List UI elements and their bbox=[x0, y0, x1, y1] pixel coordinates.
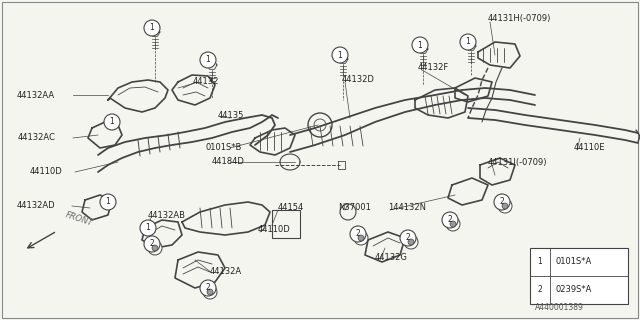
Text: 1: 1 bbox=[150, 23, 154, 33]
Text: 44131I(-0709): 44131I(-0709) bbox=[488, 157, 547, 166]
Circle shape bbox=[152, 245, 158, 251]
Text: FRONT: FRONT bbox=[64, 211, 94, 228]
Circle shape bbox=[442, 212, 458, 228]
Circle shape bbox=[354, 231, 368, 245]
Text: 44132AC: 44132AC bbox=[17, 133, 55, 142]
Text: 2: 2 bbox=[205, 284, 211, 292]
Circle shape bbox=[203, 285, 217, 299]
Text: 1: 1 bbox=[466, 37, 470, 46]
Text: 2: 2 bbox=[500, 197, 504, 206]
Text: 0239S*A: 0239S*A bbox=[556, 285, 593, 294]
Circle shape bbox=[200, 280, 216, 296]
Circle shape bbox=[332, 47, 348, 63]
Text: 44132AA: 44132AA bbox=[17, 91, 55, 100]
Circle shape bbox=[400, 230, 416, 246]
Circle shape bbox=[446, 217, 460, 231]
Text: 44110D: 44110D bbox=[29, 167, 62, 177]
Text: 44110D: 44110D bbox=[258, 226, 291, 235]
Text: 44132G: 44132G bbox=[375, 253, 408, 262]
Circle shape bbox=[148, 241, 162, 255]
Text: 2: 2 bbox=[150, 239, 154, 249]
Circle shape bbox=[144, 236, 160, 252]
Circle shape bbox=[350, 226, 366, 242]
Circle shape bbox=[144, 20, 160, 36]
Text: 44110E: 44110E bbox=[574, 143, 605, 153]
Text: 44132A: 44132A bbox=[210, 268, 242, 276]
Circle shape bbox=[207, 289, 213, 295]
Circle shape bbox=[200, 52, 216, 68]
Text: 2: 2 bbox=[356, 229, 360, 238]
Text: 2: 2 bbox=[447, 215, 452, 225]
Circle shape bbox=[502, 203, 508, 209]
Circle shape bbox=[534, 284, 546, 296]
Circle shape bbox=[498, 199, 512, 213]
Text: 44132AD: 44132AD bbox=[17, 202, 55, 211]
Circle shape bbox=[450, 221, 456, 227]
Text: 1: 1 bbox=[205, 55, 211, 65]
Circle shape bbox=[534, 256, 546, 268]
Circle shape bbox=[100, 194, 116, 210]
Circle shape bbox=[412, 37, 428, 53]
Text: 44184D: 44184D bbox=[212, 157, 245, 166]
Text: 44131H(-0709): 44131H(-0709) bbox=[488, 13, 552, 22]
Text: 44132D: 44132D bbox=[342, 76, 375, 84]
Text: 0101S*A: 0101S*A bbox=[556, 258, 592, 267]
Circle shape bbox=[460, 34, 476, 50]
Text: N37001: N37001 bbox=[338, 204, 371, 212]
Text: 44154: 44154 bbox=[278, 204, 304, 212]
Text: 44132F: 44132F bbox=[418, 63, 449, 73]
Text: 44135: 44135 bbox=[218, 110, 244, 119]
Text: 144132N: 144132N bbox=[388, 204, 426, 212]
Text: 1: 1 bbox=[538, 258, 542, 267]
Text: A440001389: A440001389 bbox=[535, 303, 584, 312]
Bar bbox=[530, 248, 628, 304]
Text: 1: 1 bbox=[338, 51, 342, 60]
Circle shape bbox=[104, 114, 120, 130]
Text: 0101S*B: 0101S*B bbox=[205, 143, 241, 153]
Text: 44132: 44132 bbox=[193, 77, 220, 86]
Circle shape bbox=[408, 239, 414, 245]
Text: 1: 1 bbox=[146, 223, 150, 233]
Text: 1: 1 bbox=[418, 41, 422, 50]
Circle shape bbox=[404, 235, 418, 249]
Bar bbox=[272, 210, 300, 238]
Circle shape bbox=[358, 235, 364, 241]
Circle shape bbox=[494, 194, 510, 210]
Text: 2: 2 bbox=[538, 285, 542, 294]
Text: 44132AB: 44132AB bbox=[148, 212, 186, 220]
Circle shape bbox=[140, 220, 156, 236]
Text: 2: 2 bbox=[406, 234, 410, 243]
Text: 1: 1 bbox=[109, 117, 115, 126]
Text: 1: 1 bbox=[106, 197, 110, 206]
